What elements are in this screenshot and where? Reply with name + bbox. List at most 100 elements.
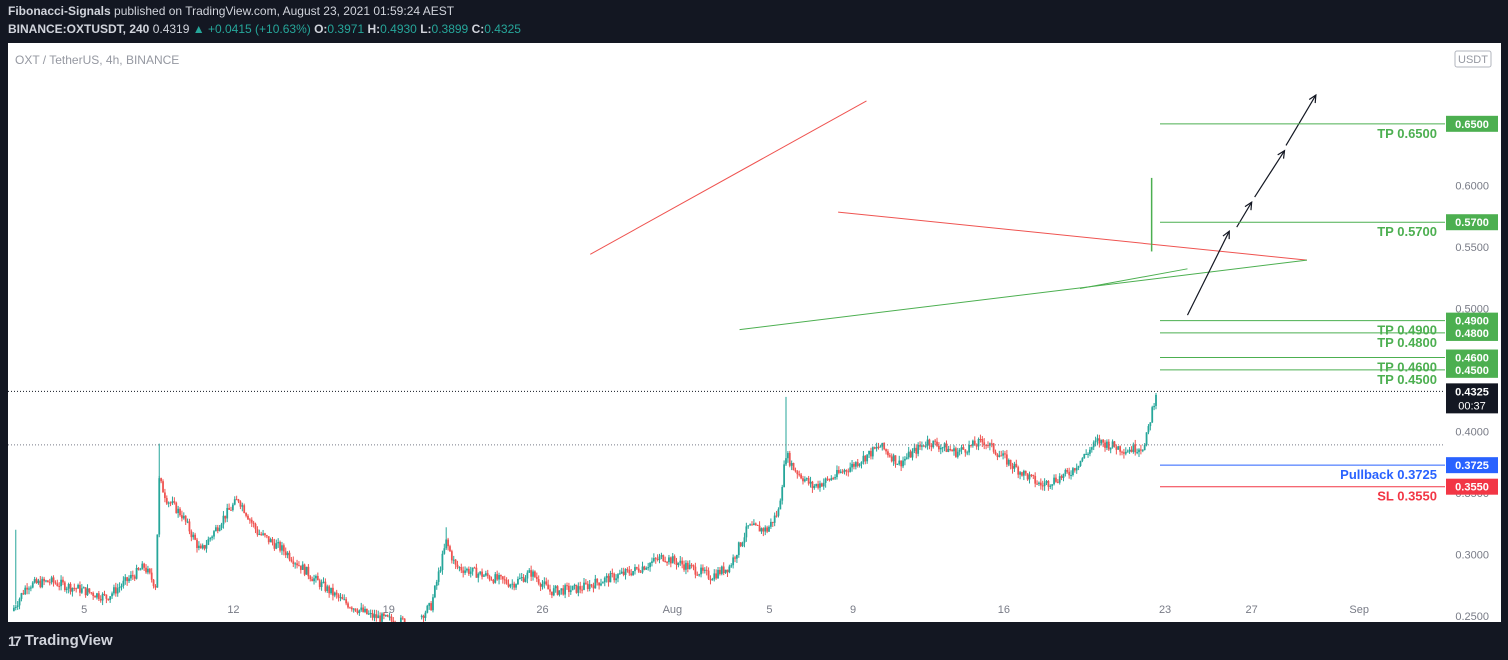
candle-body — [113, 587, 115, 594]
candle-body — [1072, 468, 1074, 476]
candle-body — [518, 578, 521, 580]
candle-body — [226, 507, 229, 519]
candle-body — [877, 446, 880, 448]
candle-body — [511, 583, 514, 585]
candle-body — [803, 479, 806, 482]
candle-body — [624, 569, 627, 575]
candle-body — [90, 592, 93, 594]
candle-body — [890, 456, 893, 462]
candle-body — [58, 585, 61, 587]
candle-body — [800, 474, 802, 479]
level-label: TP 0.6500 — [1377, 126, 1437, 141]
candle-body — [1123, 452, 1125, 454]
candle-body — [936, 441, 938, 446]
chart-title: OXT / TetherUS, 4h, BINANCE — [15, 53, 179, 67]
candle-body — [938, 445, 940, 450]
candle-body — [1015, 463, 1018, 468]
candle-body — [824, 478, 827, 483]
low-label: L: — [420, 22, 432, 36]
candle-body — [324, 581, 327, 591]
currency-badge-frame[interactable] — [1454, 50, 1492, 68]
price-chart[interactable]: OXT / TetherUS, 4h, BINANCE 0.70000.6500… — [8, 43, 1501, 622]
candle-body — [222, 515, 225, 525]
candle-body — [358, 609, 361, 613]
candle-body — [201, 545, 204, 549]
price-change: +0.0415 (+10.63%) — [207, 22, 311, 36]
candle-body — [673, 556, 676, 562]
candle-body — [73, 587, 76, 589]
bar-countdown: 00:37 — [1458, 400, 1486, 412]
candle-body — [875, 446, 878, 449]
candle-body — [105, 594, 108, 599]
candle-body — [837, 470, 840, 473]
candle-body — [424, 612, 427, 618]
candle-body — [315, 576, 317, 579]
candle-body — [192, 534, 195, 538]
candle-body — [477, 573, 480, 578]
candle-body — [711, 579, 714, 581]
symbol-label: BINANCE:OXTUSDT, 240 — [8, 22, 150, 36]
candle-body — [551, 591, 553, 596]
candle-body — [728, 566, 731, 573]
candle-body — [685, 562, 687, 570]
candle-body — [509, 584, 512, 587]
candle-body — [1045, 481, 1048, 483]
candle-body — [228, 507, 230, 510]
candle-body — [743, 537, 746, 543]
published-text: published on TradingView.com, August 23,… — [114, 4, 455, 18]
candle-body — [1115, 446, 1118, 450]
candle-body — [382, 613, 385, 616]
candle-body — [494, 574, 497, 583]
candle-body — [668, 557, 670, 563]
brand-name[interactable]: TradingView — [24, 632, 113, 649]
candle-body — [207, 539, 210, 545]
chart-panel[interactable]: OXT / TetherUS, 4h, BINANCE 0.70000.6500… — [8, 43, 1501, 622]
candle-body — [856, 462, 859, 466]
candle-body — [1128, 449, 1131, 452]
candle-body — [762, 528, 765, 532]
candle-body — [832, 478, 835, 480]
candle-body — [534, 571, 536, 577]
tradingview-logo-icon[interactable]: 17 — [8, 632, 22, 649]
candle-body — [1083, 454, 1086, 459]
candle-body — [99, 598, 102, 601]
candle-body — [539, 583, 542, 587]
candle-body — [594, 578, 597, 589]
candle-body — [258, 533, 261, 535]
candle-body — [822, 482, 825, 487]
currency-badge[interactable]: USDT — [1458, 54, 1488, 66]
candle-body — [335, 592, 338, 595]
candle-body — [726, 569, 729, 573]
candle-body — [322, 581, 325, 583]
candle-body — [1009, 459, 1012, 466]
close-label: C: — [471, 22, 485, 36]
candle-body — [454, 559, 457, 565]
candle-body — [545, 581, 548, 585]
candle-body — [473, 567, 476, 569]
trendline-triangle-top — [838, 211, 1307, 261]
candle-body — [96, 593, 98, 598]
candle-body — [54, 582, 57, 584]
level-price-tag-text: 0.3550 — [1455, 482, 1489, 494]
candle-body — [703, 569, 706, 571]
x-tick-label: 23 — [1159, 604, 1171, 616]
open-value: 0.3971 — [327, 22, 365, 36]
candle-body — [277, 542, 280, 544]
candle-body — [194, 534, 197, 540]
candle-body — [24, 587, 27, 595]
candle-body — [399, 617, 402, 622]
candle-body — [1034, 476, 1037, 484]
candle-body — [783, 464, 786, 488]
candle-body — [375, 614, 378, 619]
candle-body — [48, 582, 51, 584]
candle-body — [788, 452, 791, 466]
candle-body — [135, 567, 138, 579]
candle-body — [779, 500, 782, 510]
candle-body — [216, 527, 219, 531]
candle-body — [218, 528, 221, 531]
candle-body — [949, 448, 952, 451]
candle-body — [964, 449, 967, 453]
candle-body — [1047, 481, 1050, 487]
projection-arrow — [1236, 201, 1253, 228]
publisher-name[interactable]: Fibonacci-Signals — [8, 4, 111, 18]
